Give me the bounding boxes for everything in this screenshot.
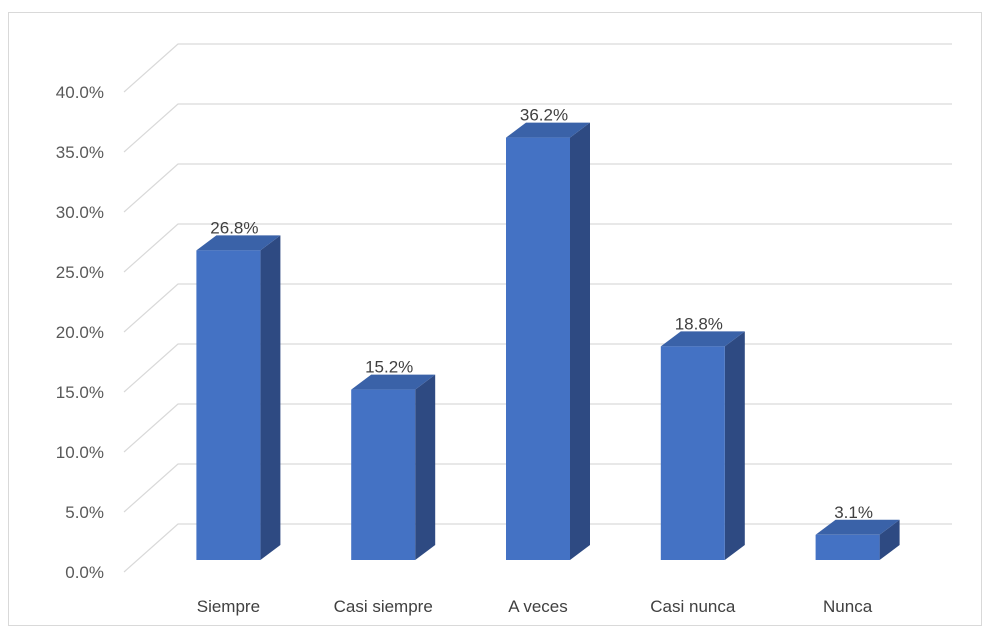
data-label: 15.2% [365,358,413,377]
data-label: 3.1% [834,503,873,522]
bar-front-face [660,346,725,560]
y-tick-label: 35.0% [56,143,104,162]
y-tick-label: 10.0% [56,443,104,462]
bar-front-face [506,137,570,560]
x-category-label: A veces [508,597,568,616]
y-tick-label: 40.0% [56,83,104,102]
y-tick-label: 5.0% [65,503,104,522]
bar-side-face [879,519,900,560]
bar-top-face [815,519,900,535]
bar-top-face [660,331,745,347]
x-category-label: Casi siempre [334,597,433,616]
bar [506,122,590,560]
bar-front-face [196,250,261,560]
bar [196,235,281,560]
gridline [123,223,952,273]
y-tick-label: 15.0% [56,383,104,402]
x-category-label: Siempre [197,597,260,616]
gridline [123,283,952,333]
data-label: 26.8% [210,218,258,237]
bar-top-face [506,122,590,138]
y-tick-label: 25.0% [56,263,104,282]
gridline [123,103,952,153]
x-category-label: Nunca [823,597,873,616]
x-axis-category-labels: Siempre Casi siempre A veces Casi nunca Nunc… [197,597,873,616]
y-tick-label: 30.0% [56,203,104,222]
bar [660,331,745,560]
x-category-label: Casi nunca [650,597,736,616]
data-labels: 26.8% 15.2% 36.2% 18.8% 3.1% [210,106,873,522]
bar-side-face [415,374,436,560]
bar-side-face [260,235,281,560]
y-tick-label: 20.0% [56,323,104,342]
bar-top-face [196,235,281,251]
bar-side-face [570,122,590,560]
data-label: 36.2% [520,106,568,125]
bar-top-face [351,374,436,390]
y-axis-tick-labels: 0.0% 5.0% 10.0% 15.0% 20.0% 25.0% 30.0% 35.0% 40… [56,83,104,582]
bar [815,519,900,560]
y-tick-label: 0.0% [65,563,104,582]
bar-front-face [815,534,880,560]
bar-side-face [724,331,745,560]
data-label: 18.8% [675,314,723,333]
bars [196,122,900,560]
bar-front-face [351,389,416,560]
bar [351,374,436,560]
gridline [123,163,952,213]
gridline [123,43,952,93]
